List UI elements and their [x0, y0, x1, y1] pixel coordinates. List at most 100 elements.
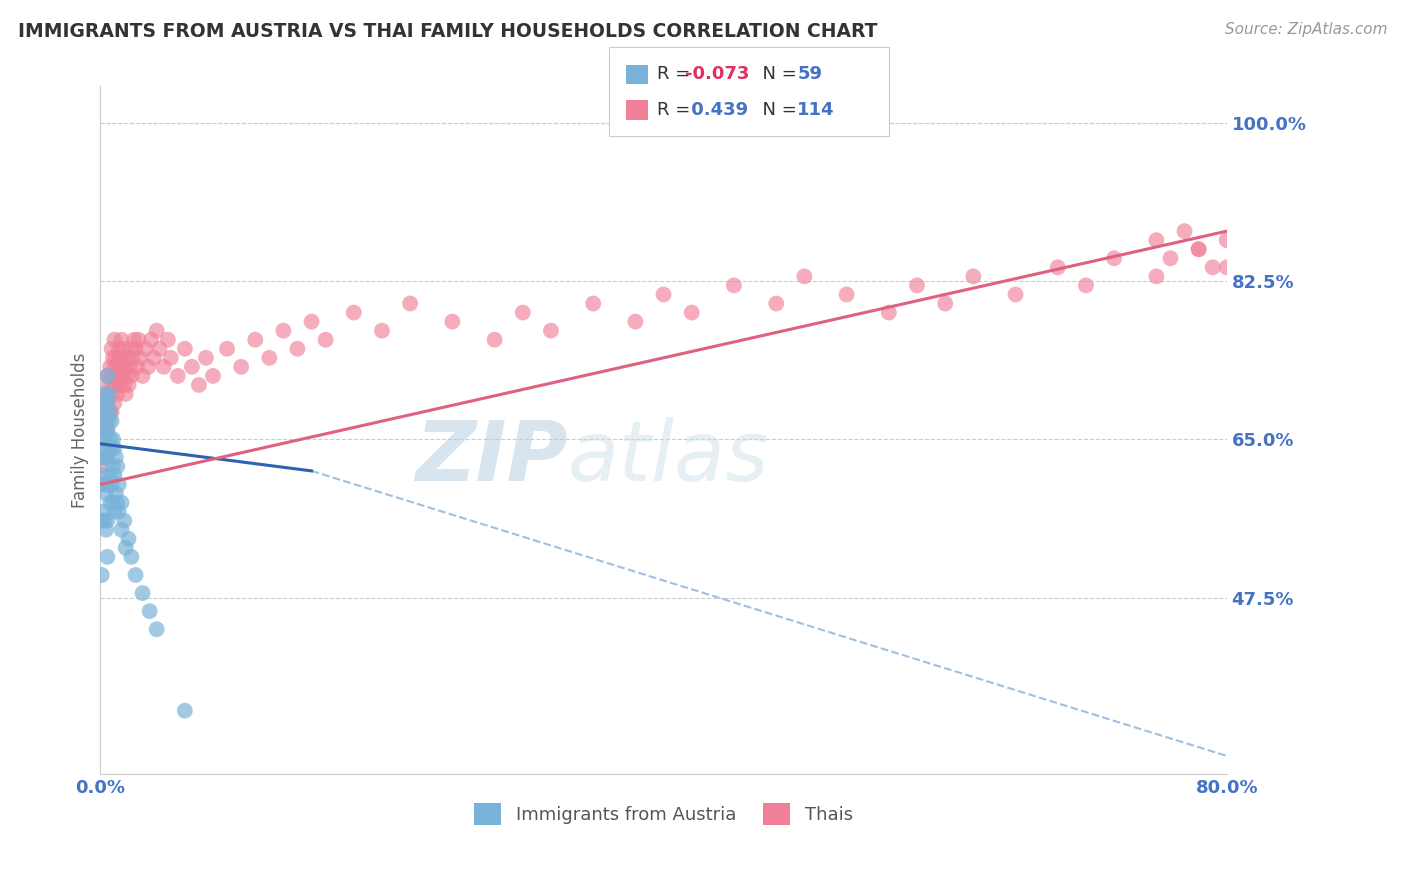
Point — [110, 523, 132, 537]
Point — [100, 405, 122, 419]
Point — [125, 359, 148, 374]
Point — [1004, 287, 1026, 301]
Point — [217, 342, 239, 356]
Text: R =: R = — [657, 65, 696, 84]
Point — [114, 359, 136, 374]
Point — [121, 351, 143, 365]
Point — [1258, 242, 1281, 256]
Point — [231, 359, 253, 374]
Point — [103, 505, 125, 519]
Point — [96, 514, 118, 528]
Point — [1159, 252, 1181, 266]
Point — [108, 351, 131, 365]
Point — [166, 368, 188, 383]
Point — [1244, 224, 1267, 238]
Point — [399, 296, 422, 310]
Point — [101, 351, 124, 365]
Point — [905, 278, 928, 293]
Point — [107, 368, 129, 383]
Point — [512, 305, 534, 319]
Point — [681, 305, 703, 319]
Point — [104, 378, 127, 392]
Point — [173, 704, 195, 718]
Point — [441, 315, 464, 329]
Point — [1144, 269, 1167, 284]
Point — [97, 414, 120, 428]
Text: 59: 59 — [797, 65, 823, 84]
Point — [723, 278, 745, 293]
Point — [371, 324, 394, 338]
Legend: Immigrants from Austria, Thais: Immigrants from Austria, Thais — [467, 796, 860, 832]
Point — [91, 432, 114, 446]
Point — [315, 333, 337, 347]
Point — [136, 359, 159, 374]
Text: Source: ZipAtlas.com: Source: ZipAtlas.com — [1225, 22, 1388, 37]
Text: ZIP: ZIP — [415, 417, 568, 499]
Point — [103, 442, 125, 456]
Point — [93, 414, 115, 428]
Point — [962, 269, 984, 284]
Point — [96, 423, 118, 437]
Point — [98, 387, 121, 401]
Point — [93, 514, 115, 528]
Point — [98, 432, 121, 446]
Point — [96, 423, 118, 437]
Point — [105, 359, 128, 374]
Point — [877, 305, 900, 319]
Point — [93, 477, 115, 491]
Text: atlas: atlas — [568, 417, 769, 499]
Point — [107, 342, 129, 356]
Point — [142, 351, 165, 365]
Point — [343, 305, 366, 319]
Point — [1244, 233, 1267, 247]
Point — [187, 378, 209, 392]
Point — [94, 387, 117, 401]
Point — [1357, 215, 1379, 229]
Point — [100, 368, 122, 383]
Point — [582, 296, 605, 310]
Point — [138, 604, 160, 618]
Point — [1202, 260, 1225, 275]
Point — [110, 333, 132, 347]
Point — [97, 405, 120, 419]
Point — [120, 368, 142, 383]
Point — [1188, 242, 1211, 256]
Point — [93, 405, 115, 419]
Point — [104, 450, 127, 465]
Text: N =: N = — [751, 65, 803, 84]
Point — [103, 396, 125, 410]
Point — [114, 387, 136, 401]
Point — [90, 514, 112, 528]
Point — [91, 477, 114, 491]
Point — [1216, 260, 1239, 275]
Text: N =: N = — [751, 101, 803, 119]
Point — [90, 450, 112, 465]
Point — [96, 477, 118, 491]
Point — [90, 459, 112, 474]
Text: IMMIGRANTS FROM AUSTRIA VS THAI FAMILY HOUSEHOLDS CORRELATION CHART: IMMIGRANTS FROM AUSTRIA VS THAI FAMILY H… — [18, 22, 877, 41]
Point — [96, 549, 118, 564]
Point — [91, 505, 114, 519]
Point — [765, 296, 787, 310]
Point — [107, 477, 129, 491]
Point — [484, 333, 506, 347]
Point — [110, 359, 132, 374]
Point — [101, 459, 124, 474]
Point — [652, 287, 675, 301]
Point — [112, 378, 135, 392]
Point — [94, 423, 117, 437]
Point — [94, 486, 117, 500]
Point — [105, 387, 128, 401]
Point — [1301, 224, 1323, 238]
Point — [122, 333, 145, 347]
Point — [93, 432, 115, 446]
Point — [91, 468, 114, 483]
Point — [117, 532, 139, 546]
Point — [124, 568, 146, 582]
Point — [145, 324, 167, 338]
Point — [139, 333, 162, 347]
Point — [101, 378, 124, 392]
Point — [1074, 278, 1097, 293]
Point — [1329, 242, 1351, 256]
Point — [97, 387, 120, 401]
